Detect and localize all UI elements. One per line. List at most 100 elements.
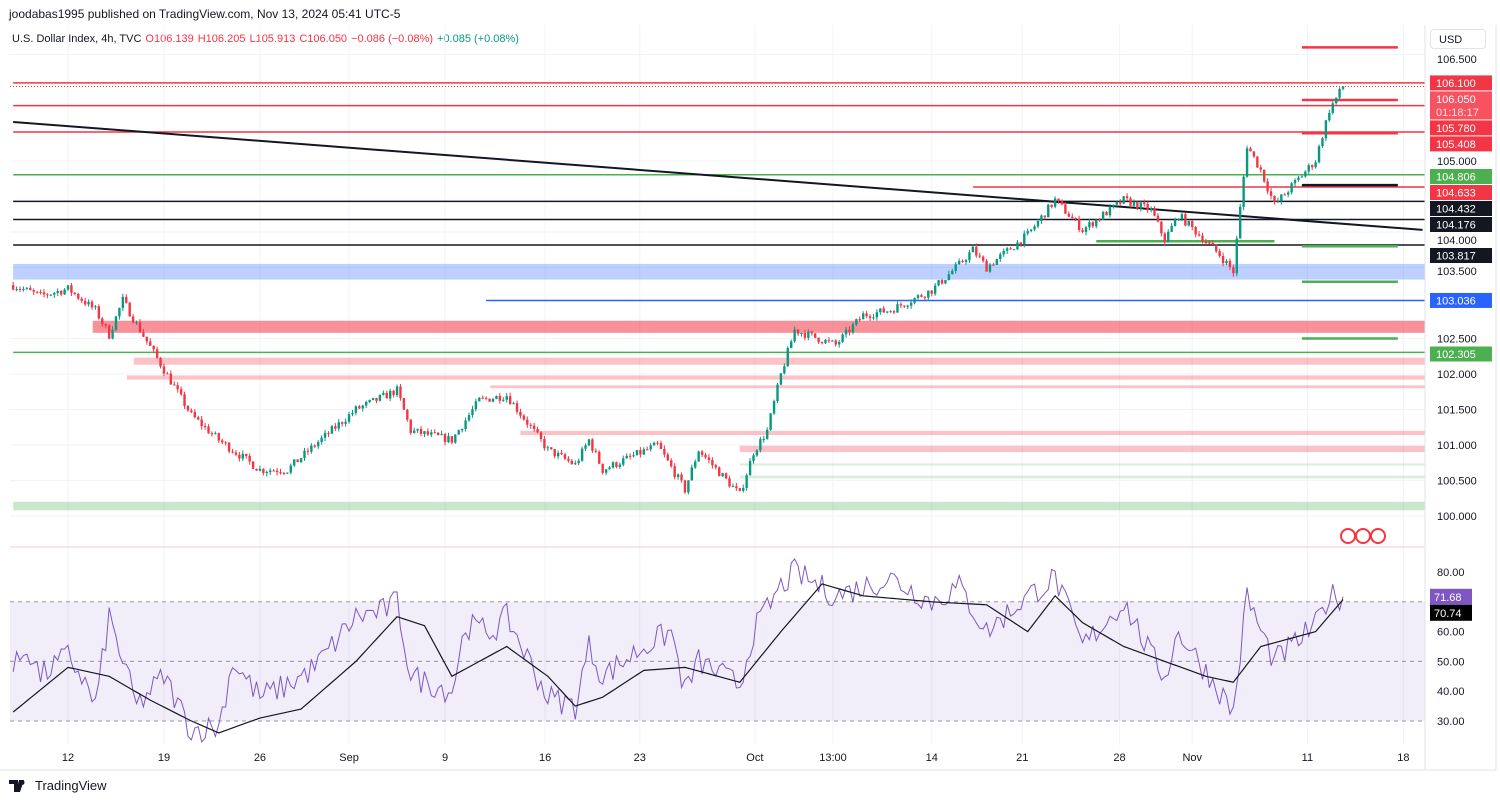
candle-body bbox=[1194, 226, 1197, 235]
candle-body bbox=[42, 292, 46, 295]
publish-info: joodabas1995 published on TradingView.co… bbox=[9, 7, 401, 21]
candle-body bbox=[831, 340, 834, 342]
candle-body bbox=[1211, 242, 1214, 245]
candle-body bbox=[1122, 196, 1125, 204]
price-level-label: 103.036 bbox=[1436, 295, 1476, 307]
candle-body bbox=[1286, 192, 1290, 195]
candle-body bbox=[968, 252, 971, 261]
rsi-tick-label: 50.00 bbox=[1437, 656, 1465, 668]
candle-body bbox=[536, 429, 539, 433]
candle-body bbox=[923, 296, 927, 298]
candle-body bbox=[186, 405, 190, 411]
candle-body bbox=[1005, 248, 1009, 251]
candle-body bbox=[63, 289, 66, 295]
candle-body bbox=[1184, 214, 1187, 226]
price-tick-label: 102.500 bbox=[1437, 334, 1477, 346]
price-tick-label: 103.500 bbox=[1437, 266, 1477, 278]
candle-body bbox=[848, 329, 851, 333]
tradingview-logo[interactable]: TradingView bbox=[9, 778, 107, 793]
candle-body bbox=[1002, 250, 1005, 255]
rsi-tick-label: 30.00 bbox=[1437, 716, 1465, 728]
candle-body bbox=[344, 421, 347, 424]
candle-body bbox=[762, 439, 765, 441]
candle-body bbox=[440, 433, 443, 436]
candle-body bbox=[1129, 198, 1132, 206]
candle-body bbox=[748, 460, 752, 476]
candle-body bbox=[1098, 219, 1101, 221]
price-level-label: 103.817 bbox=[1436, 251, 1476, 263]
candle-body bbox=[659, 442, 663, 449]
candle-body bbox=[1012, 249, 1016, 251]
candle-body bbox=[111, 329, 114, 339]
rsi-ma-badge bbox=[1430, 604, 1472, 621]
candle-body bbox=[1160, 221, 1163, 234]
candle-body bbox=[183, 394, 186, 406]
candle-body bbox=[1149, 208, 1153, 211]
candle-body bbox=[416, 428, 419, 431]
candle-body bbox=[11, 285, 15, 290]
candle-body bbox=[193, 411, 197, 418]
candle-body bbox=[207, 426, 210, 434]
candle-body bbox=[457, 430, 460, 435]
candle-body bbox=[707, 457, 711, 461]
candle-body bbox=[646, 449, 649, 451]
candle-body bbox=[217, 433, 221, 441]
currency-button[interactable]: USD bbox=[1430, 29, 1486, 49]
candle-body bbox=[796, 329, 800, 334]
candle-body bbox=[224, 442, 227, 444]
candle-body bbox=[1136, 201, 1139, 209]
candle-body bbox=[714, 465, 717, 468]
time-tick-label: 26 bbox=[254, 752, 266, 764]
candle-body bbox=[382, 392, 385, 395]
time-tick-label: 19 bbox=[158, 752, 170, 764]
candle-body bbox=[584, 445, 587, 449]
candle-body bbox=[738, 488, 741, 491]
candle-body bbox=[1016, 242, 1019, 250]
candle-body bbox=[1053, 198, 1057, 207]
candle-body bbox=[248, 456, 251, 462]
candle-body bbox=[543, 439, 546, 449]
candle-body bbox=[1043, 215, 1047, 218]
candle-body bbox=[1081, 230, 1084, 232]
candle-body bbox=[957, 260, 961, 265]
candle-body bbox=[1125, 196, 1129, 199]
candle-body bbox=[1232, 267, 1235, 274]
candle-body bbox=[166, 373, 169, 375]
candle-body bbox=[718, 467, 721, 477]
candle-body bbox=[231, 451, 234, 453]
candle-body bbox=[1057, 198, 1060, 201]
symbol-name[interactable]: U.S. Dollar Index, 4h, TVC bbox=[12, 33, 142, 45]
candle-body bbox=[121, 296, 125, 309]
candle-body bbox=[104, 323, 107, 326]
zone-rect bbox=[739, 463, 1425, 466]
candle-body bbox=[728, 478, 731, 487]
candle-body bbox=[1290, 183, 1293, 193]
rsi-value-label: 71.68 bbox=[1434, 592, 1462, 604]
candle-body bbox=[351, 412, 354, 415]
zone-rect bbox=[92, 320, 1426, 333]
candle-body bbox=[286, 472, 289, 474]
brand-name: TradingView bbox=[35, 778, 107, 793]
candle-body bbox=[882, 308, 885, 313]
candle-body bbox=[1019, 242, 1023, 245]
candle-body bbox=[769, 413, 772, 430]
candle-body bbox=[87, 301, 90, 305]
candle-body bbox=[913, 298, 916, 303]
price-level-label: 104.633 bbox=[1436, 188, 1476, 200]
candle-body bbox=[1245, 148, 1249, 177]
price-tick-label: 105.000 bbox=[1437, 156, 1477, 168]
candle-body bbox=[371, 397, 375, 400]
candle-body bbox=[1259, 167, 1262, 170]
candle-body bbox=[358, 406, 361, 409]
candle-body bbox=[488, 398, 491, 402]
candle-body bbox=[598, 451, 601, 464]
candle-body bbox=[985, 260, 988, 272]
candle-body bbox=[18, 289, 22, 291]
candle-body bbox=[807, 331, 810, 338]
candle-body bbox=[817, 337, 820, 343]
candle-body bbox=[1341, 86, 1345, 89]
candle-body bbox=[481, 397, 484, 399]
time-tick-label: 28 bbox=[1113, 752, 1125, 764]
time-tick-label: Nov bbox=[1182, 752, 1202, 764]
